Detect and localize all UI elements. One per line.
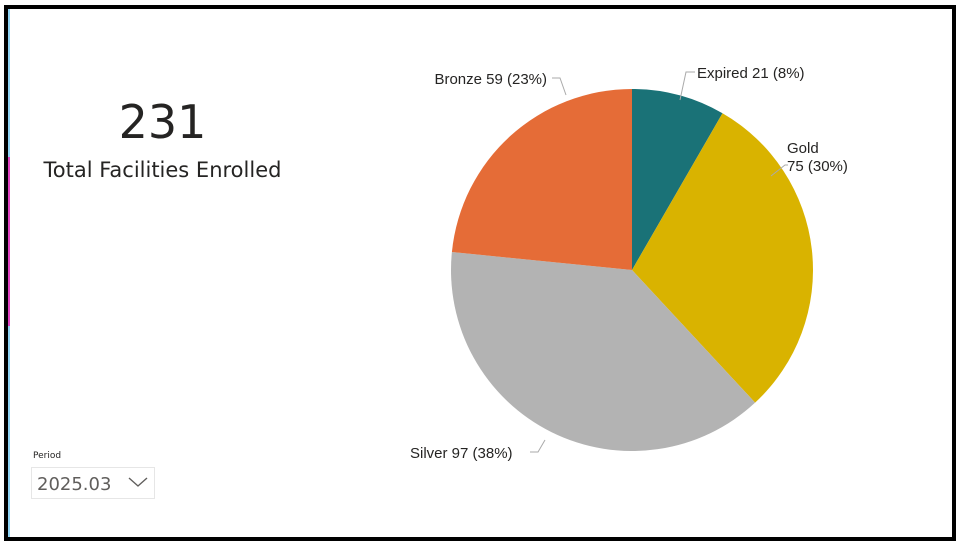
pie-slice-gold[interactable] [632, 113, 814, 403]
canvas-edge-accent [8, 9, 10, 537]
data-label-expired: Expired 21 (8%) [697, 65, 805, 82]
pie-slice-expired[interactable] [632, 89, 723, 270]
data-label-line: Gold [787, 140, 819, 157]
data-label-bronze: Bronze 59 (23%) [434, 71, 547, 88]
leader-line-bronze [552, 77, 567, 96]
slicer-title: Period [33, 451, 62, 461]
leader-line-silver [530, 439, 546, 453]
pie-slice-bronze[interactable] [451, 89, 632, 270]
data-label-line: Silver 97 (38%) [410, 445, 513, 462]
period-selected-value: 2025.03 [37, 474, 112, 495]
leader-line-expired [679, 71, 695, 101]
leader-line-gold [770, 164, 788, 177]
chevron-down-icon[interactable] [126, 472, 150, 492]
data-label-line: Expired 21 (8%) [697, 65, 805, 82]
data-label-line: Bronze 59 (23%) [434, 71, 547, 88]
kpi-card-value: 231 [118, 95, 207, 149]
data-label-line: 75 (30%) [787, 158, 848, 175]
pie-slice-silver[interactable] [451, 251, 756, 451]
period-dropdown[interactable]: 2025.03 [31, 467, 155, 499]
data-label-gold: Gold 75 (30%) [787, 140, 848, 175]
kpi-card-label: Total Facilities Enrolled [43, 158, 282, 182]
data-label-silver: Silver 97 (38%) [410, 445, 513, 462]
